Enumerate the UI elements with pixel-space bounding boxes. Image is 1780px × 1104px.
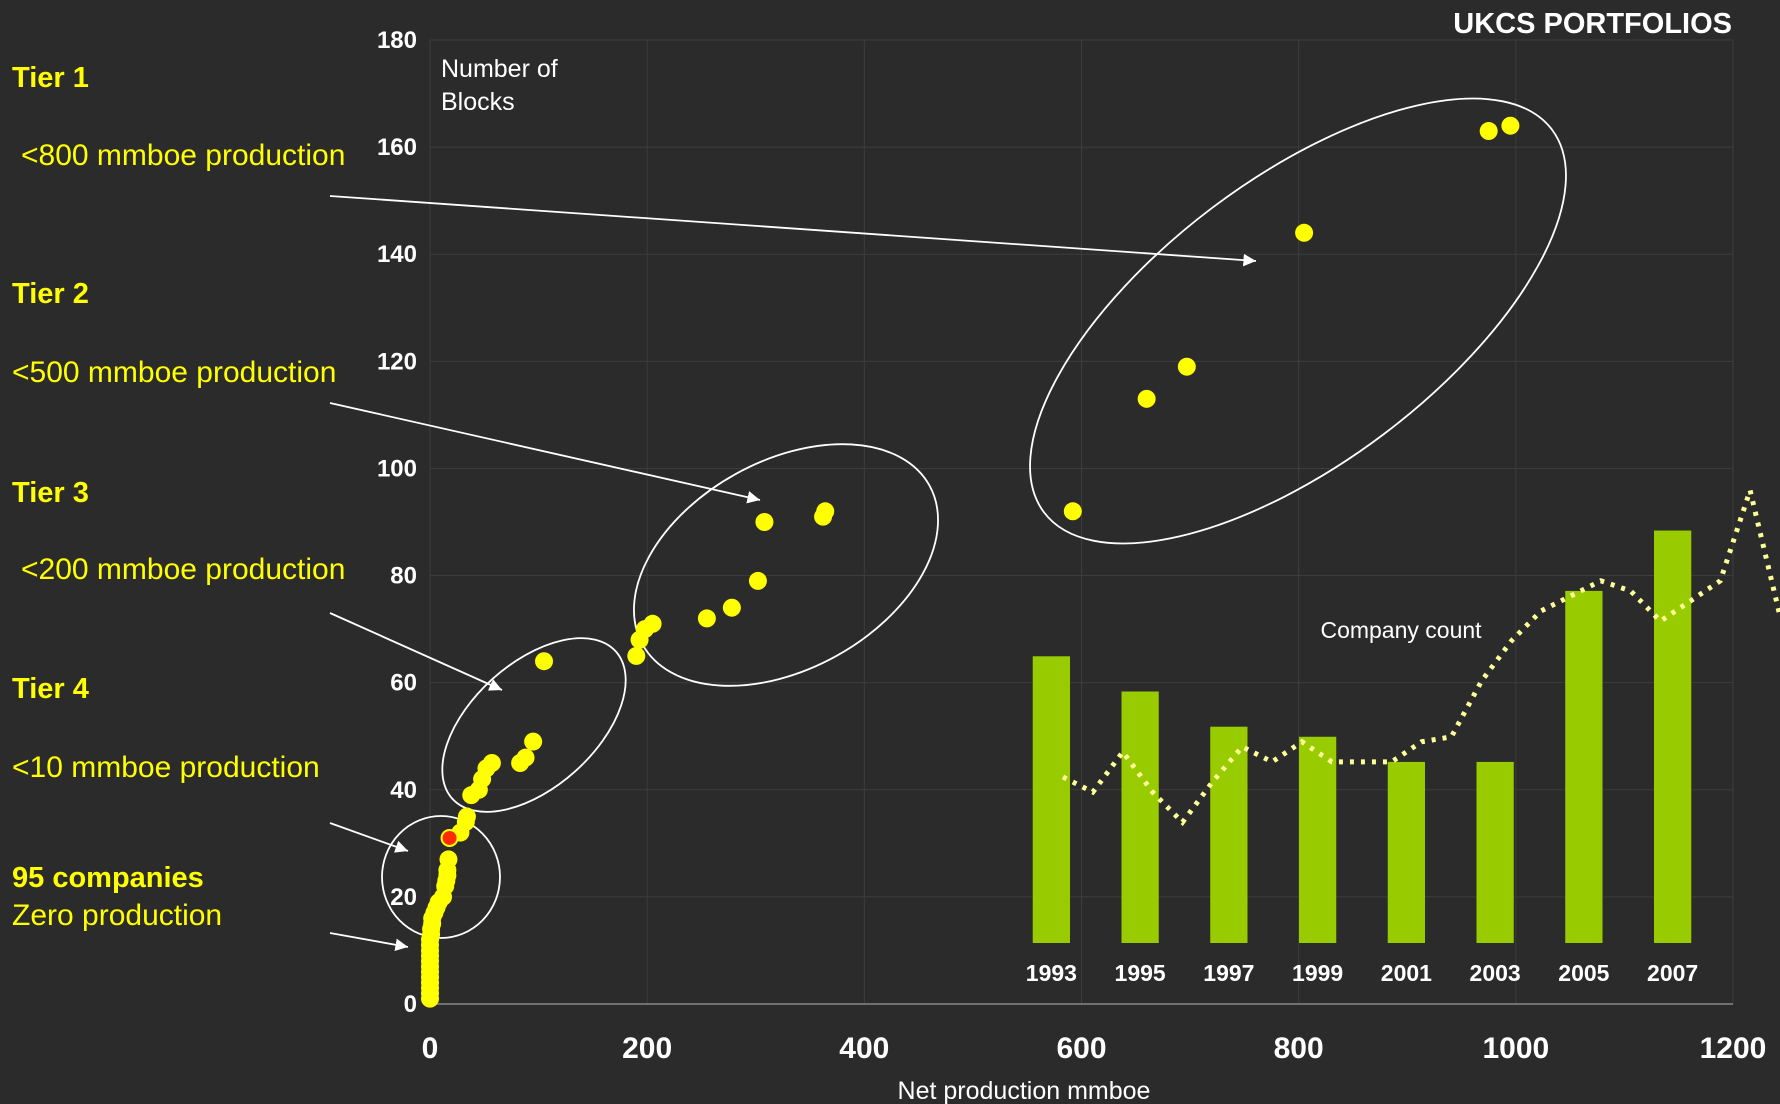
tier-4-ellipse <box>381 815 501 939</box>
bar-category-label: 2001 <box>1381 960 1432 986</box>
scatter-point <box>524 732 543 751</box>
bar <box>1121 691 1159 943</box>
highlighted-point <box>440 828 459 847</box>
tier-1-arrow <box>329 195 1257 267</box>
tier-2-ellipse <box>633 443 939 687</box>
bar <box>1298 736 1337 943</box>
x-tick-label: 600 <box>1056 1032 1106 1065</box>
tier-3-desc: <200 mmboe production <box>21 553 346 586</box>
x-tick-label: 1000 <box>1482 1032 1549 1065</box>
y-axis-label-line1: Number of <box>441 55 558 83</box>
y-tick-label: 160 <box>377 134 417 161</box>
y-tick-label: 60 <box>390 670 417 697</box>
scatter-point <box>439 850 458 869</box>
scatter-point <box>748 571 767 590</box>
y-tick-label: 20 <box>390 884 417 911</box>
scatter-point <box>1479 122 1498 141</box>
x-tick-label: 1200 <box>1700 1032 1767 1065</box>
bar <box>1565 590 1603 943</box>
scatter-point <box>535 652 554 671</box>
bar-category-label: 1995 <box>1115 960 1166 986</box>
scatter-point <box>457 807 476 826</box>
tier-1-ellipse <box>1029 97 1567 545</box>
y-tick-label: 180 <box>377 27 417 54</box>
tier-4-arrow <box>329 822 409 853</box>
scatter-point <box>627 646 646 665</box>
bar <box>1032 656 1071 943</box>
y-tick-label: 100 <box>377 455 417 482</box>
scatter-point <box>482 754 501 772</box>
bar <box>1210 726 1248 943</box>
tier-4-label: Tier 4 <box>12 673 89 705</box>
bar-category-label: 2003 <box>1470 960 1521 986</box>
bar <box>1653 530 1692 943</box>
bar <box>1476 761 1514 943</box>
chart-title: UKCS PORTFOLIOS <box>1453 8 1732 40</box>
tier-2-desc: <500 mmboe production <box>12 356 337 389</box>
scatter-point <box>1137 389 1156 408</box>
scatter-point <box>816 502 835 521</box>
bar-category-label: 2007 <box>1647 960 1698 986</box>
scatter-point <box>1177 357 1196 376</box>
zero-production-desc: Zero production <box>12 899 223 932</box>
scatter-point <box>1501 116 1520 135</box>
bar-category-label: 1997 <box>1203 960 1254 986</box>
bar-chart-title: Company count <box>1320 617 1482 643</box>
tier-4-desc: <10 mmboe production <box>12 751 320 784</box>
scatter-point <box>697 609 716 628</box>
tier-2-arrow <box>329 402 761 504</box>
x-tick-label: 0 <box>422 1032 439 1065</box>
bar <box>1387 761 1426 943</box>
company-count-line <box>1061 481 1780 827</box>
bar-category-label: 1999 <box>1292 960 1343 986</box>
scatter-point <box>643 614 662 633</box>
y-tick-label: 80 <box>390 563 417 590</box>
bar-category-label: 1993 <box>1026 960 1077 986</box>
x-tick-label: 200 <box>622 1032 672 1065</box>
scatter-point <box>755 513 774 531</box>
y-axis-label-line2: Blocks <box>441 88 515 116</box>
tier-3-label: Tier 3 <box>12 477 89 509</box>
scatter-point <box>1063 502 1082 521</box>
zero-production-arrow <box>329 932 409 951</box>
tier-3-ellipse <box>441 637 627 813</box>
tier-3-arrow <box>329 612 503 691</box>
y-tick-label: 0 <box>404 991 417 1018</box>
zero-production-count: 95 companies <box>12 862 204 894</box>
y-tick-label: 40 <box>390 777 417 804</box>
scatter-point <box>516 748 535 767</box>
y-tick-label: 140 <box>377 241 417 268</box>
scatter-point <box>1295 223 1314 242</box>
tier-1-desc: <800 mmboe production <box>21 139 346 172</box>
scatter-point <box>722 598 741 617</box>
bar-category-label: 2005 <box>1558 960 1609 986</box>
x-axis-label: Net production mmboe <box>898 1077 1151 1104</box>
tier-1-label: Tier 1 <box>12 62 89 94</box>
x-tick-label: 400 <box>839 1032 889 1065</box>
y-tick-label: 120 <box>377 348 417 375</box>
x-tick-label: 800 <box>1274 1032 1324 1065</box>
tier-2-label: Tier 2 <box>12 278 89 310</box>
